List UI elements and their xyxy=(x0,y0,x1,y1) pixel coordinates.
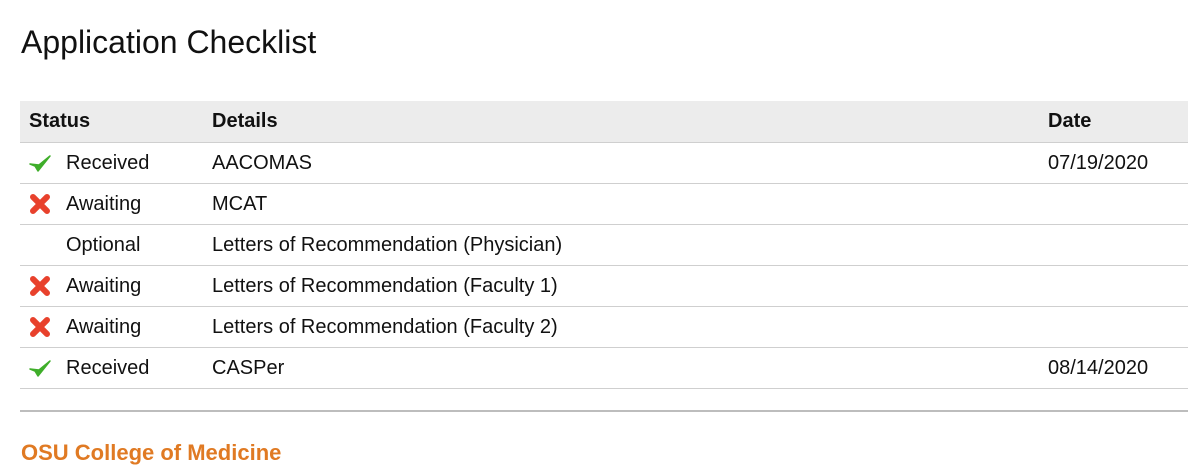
status-cell: Awaiting xyxy=(20,306,212,348)
table-row: Received AACOMAS 07/19/2020 xyxy=(20,142,1188,184)
status-cell: Received xyxy=(20,347,212,389)
details-column-header: Details xyxy=(212,101,1048,143)
footer-divider xyxy=(20,410,1188,412)
date-cell xyxy=(1048,306,1188,348)
status-cell: Awaiting xyxy=(20,183,212,225)
status-label: Awaiting xyxy=(66,192,142,215)
application-checklist-table: Status Details Date Received AACOMAS 07/… xyxy=(20,101,1188,389)
awaiting-cross-icon xyxy=(28,192,52,216)
table-row: Received CASPer 08/14/2020 xyxy=(20,347,1188,389)
status-cell: Awaiting xyxy=(20,265,212,307)
details-cell: AACOMAS xyxy=(212,142,1048,184)
no-status-icon xyxy=(28,233,52,257)
status-label: Awaiting xyxy=(66,315,142,338)
page-title: Application Checklist xyxy=(21,24,317,60)
status-label: Optional xyxy=(66,233,141,256)
date-cell: 08/14/2020 xyxy=(1048,347,1188,389)
table-row: Optional Letters of Recommendation (Phys… xyxy=(20,224,1188,266)
details-cell: CASPer xyxy=(212,347,1048,389)
table-row: Awaiting MCAT xyxy=(20,183,1188,225)
table-row: Awaiting Letters of Recommendation (Facu… xyxy=(20,306,1188,348)
received-check-icon xyxy=(28,356,52,380)
details-cell: Letters of Recommendation (Physician) xyxy=(212,224,1048,266)
date-cell: 07/19/2020 xyxy=(1048,142,1188,184)
status-cell: Optional xyxy=(20,224,212,266)
status-column-header: Status xyxy=(20,101,212,143)
table-row: Awaiting Letters of Recommendation (Facu… xyxy=(20,265,1188,307)
status-label: Awaiting xyxy=(66,274,142,297)
date-cell xyxy=(1048,183,1188,225)
school-name-link[interactable]: OSU College of Medicine xyxy=(21,440,282,465)
table-header-row: Status Details Date xyxy=(20,101,1188,143)
date-column-header: Date xyxy=(1048,101,1188,143)
details-cell: Letters of Recommendation (Faculty 2) xyxy=(212,306,1048,348)
awaiting-cross-icon xyxy=(28,274,52,298)
status-label: Received xyxy=(66,151,150,174)
details-cell: Letters of Recommendation (Faculty 1) xyxy=(212,265,1048,307)
awaiting-cross-icon xyxy=(28,315,52,339)
status-label: Received xyxy=(66,356,150,379)
details-cell: MCAT xyxy=(212,183,1048,225)
status-cell: Received xyxy=(20,142,212,184)
received-check-icon xyxy=(28,151,52,175)
date-cell xyxy=(1048,224,1188,266)
date-cell xyxy=(1048,265,1188,307)
